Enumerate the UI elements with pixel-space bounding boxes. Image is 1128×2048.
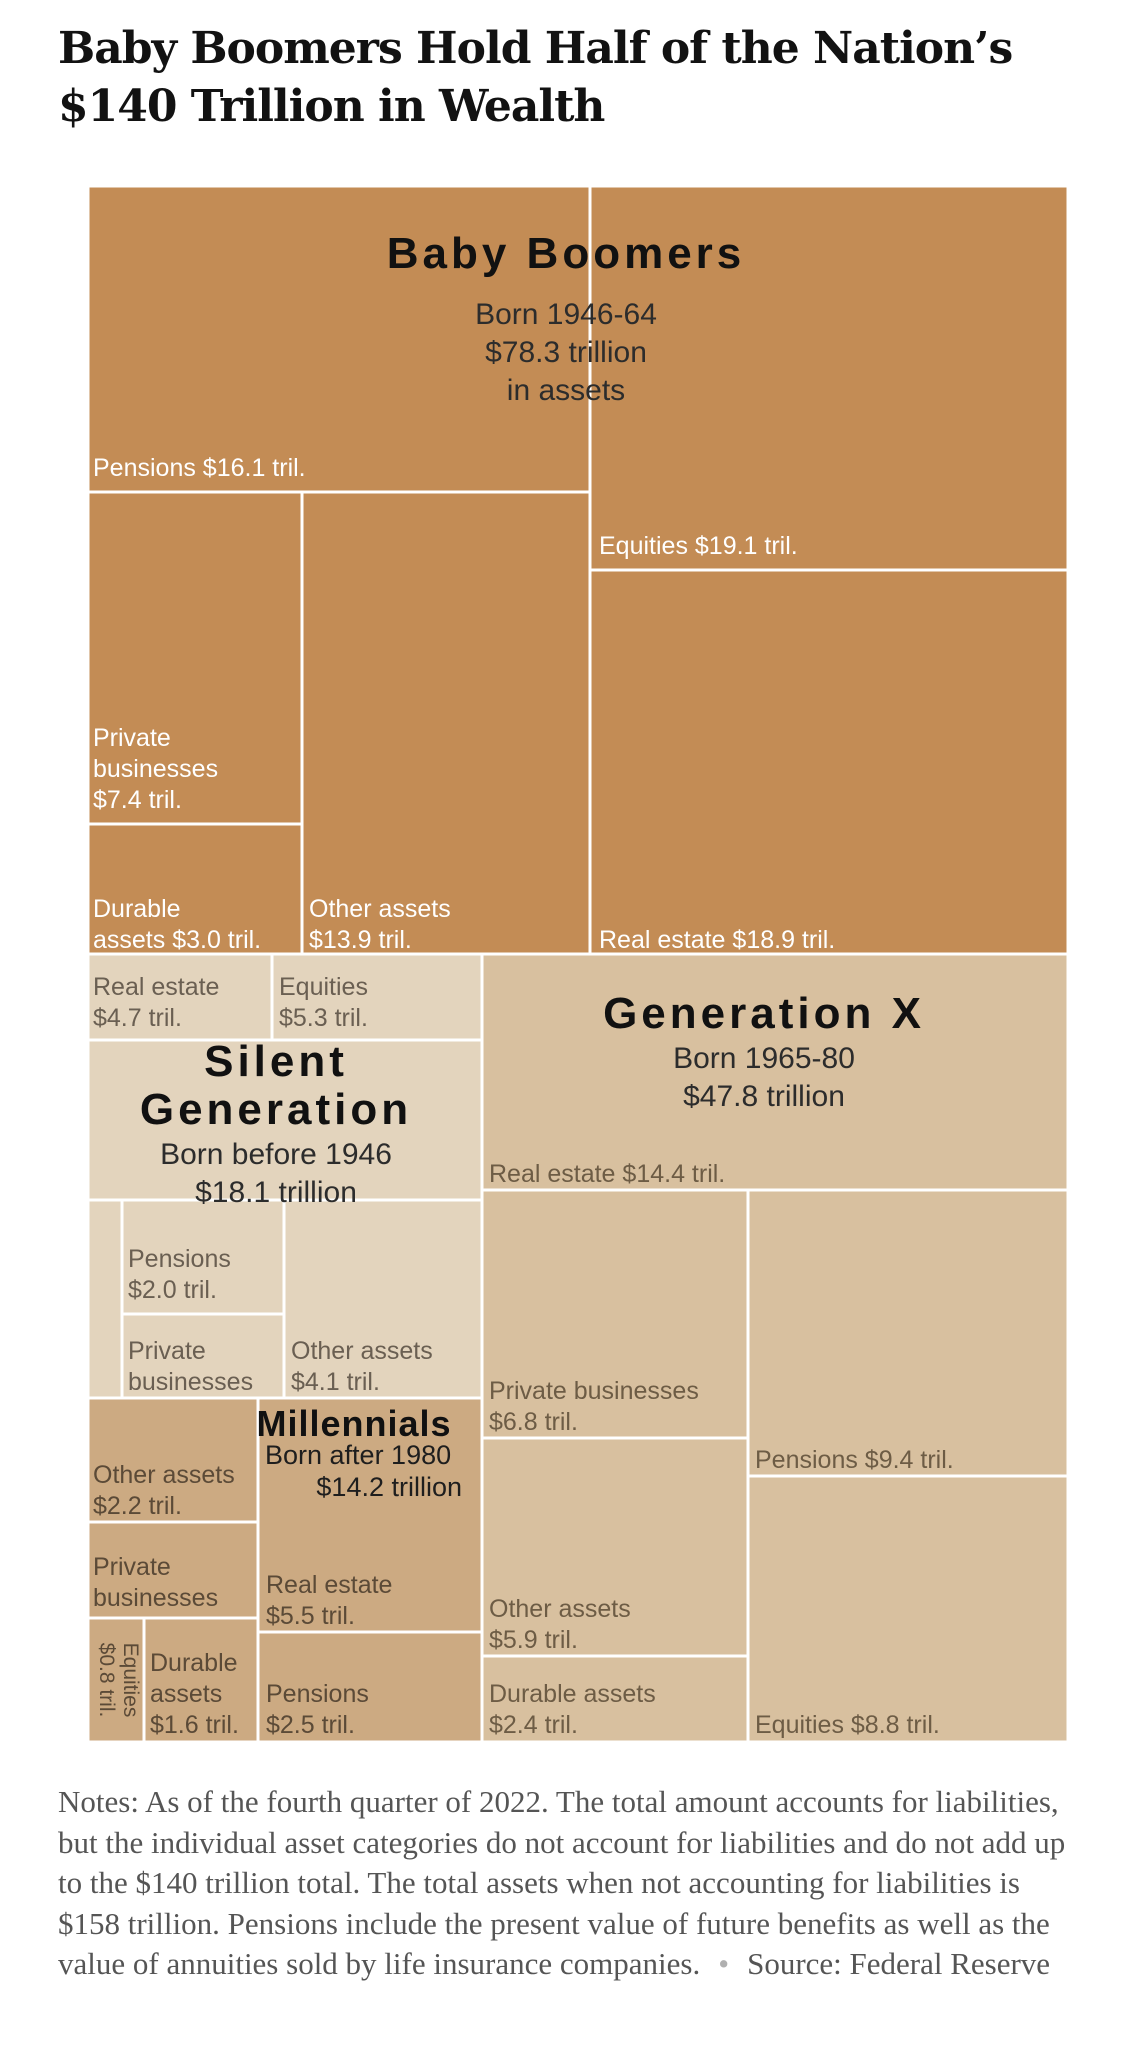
label-millennials-private-businesses: Private businesses [93, 1553, 218, 1612]
label-generation-x-real-estate: Real estate $14.4 tril. [489, 1160, 725, 1188]
cell-generation-x-private-businesses [480, 1188, 750, 1440]
label-generation-x-durable-assets: Durable assets $2.4 tril. [489, 1680, 656, 1739]
cell-baby-boomers-equities [588, 184, 1070, 572]
group-subtitle-silent-generation: Born before 1946 $18.1 trillion [160, 1138, 392, 1209]
label-baby-boomers-durable-assets: Durable assets $3.0 tril. [93, 895, 261, 954]
label-millennials-durable-assets: Durable assets $1.6 tril. [150, 1649, 239, 1739]
cell-silent-generation-pensions [120, 1198, 286, 1316]
label-millennials-equities: Equities$0.8 tril. [95, 1643, 142, 1718]
label-generation-x-other-assets: Other assets $5.9 tril. [489, 1595, 631, 1654]
cell-baby-boomers-real-estate [588, 568, 1070, 956]
label-silent-generation-other-assets: Other assets $4.1 tril. [291, 1337, 433, 1396]
label-silent-generation-equities: Equities $5.3 tril. [279, 973, 368, 1032]
label-baby-boomers-private-businesses: Private businesses $7.4 tril. [93, 724, 218, 814]
cell-silent-generation-private-businesses [120, 1312, 286, 1400]
group-born-millennials: Born after 1980 [265, 1440, 451, 1470]
label-millennials-other-assets: Other assets $2.2 tril. [93, 1461, 235, 1520]
chart-title: Baby Boomers Hold Half of the Nation’s $… [58, 23, 1013, 132]
group-title-generation-x: Generation X [603, 989, 925, 1038]
label-millennials-pensions: Pensions $2.5 tril. [266, 1680, 369, 1739]
cell-millennials-equities [86, 1616, 146, 1744]
group-title-baby-boomers: Baby Boomers [387, 229, 746, 278]
group-title-silent-generation: Silent Generation [140, 1037, 412, 1134]
cell-baby-boomers-other-assets [300, 490, 592, 956]
group-subtitle-generation-x: Born 1965-80 $47.8 trillion [673, 1042, 855, 1113]
cell-generation-x-other-assets [480, 1436, 750, 1658]
group-subtitle-baby-boomers: Born 1946-64 $78.3 trillion in assets [475, 298, 657, 407]
cell-generation-x-pensions [746, 1188, 1070, 1478]
cell-silent-generation-extra [86, 1198, 124, 1400]
cell-millennials-real-estate [256, 1396, 484, 1634]
label-generation-x-pensions: Pensions $9.4 tril. [755, 1446, 954, 1474]
cell-generation-x-durable-assets [480, 1654, 750, 1744]
label-silent-generation-real-estate: Real estate $4.7 tril. [93, 973, 219, 1032]
treemap-chart: Pensions $16.1 tril. Private businesses $7.… [86, 184, 1070, 1744]
notes: Notes: As of the fourth quarter of 2022.… [58, 1782, 1088, 1985]
cell-silent-generation-real-estate [86, 952, 274, 1042]
silent-title-area [90, 1042, 480, 1198]
group-total-millennials: $14.2 trillion [316, 1472, 462, 1502]
label-baby-boomers-real-estate: Real estate $18.9 tril. [599, 926, 835, 954]
cell-baby-boomers-durable-assets [86, 822, 304, 956]
label-silent-generation-private-businesses: Private businesses [128, 1337, 253, 1396]
label-generation-x-equities: Equities $8.8 tril. [755, 1711, 940, 1739]
notes-text: Notes: As of the fourth quarter of 2022.… [58, 1784, 1066, 1981]
source-text: Source: Federal Reserve [747, 1946, 1051, 1981]
label-millennials-real-estate: Real estate $5.5 tril. [266, 1571, 392, 1630]
label-generation-x-private-businesses: Private businesses $6.8 tril. [489, 1377, 699, 1436]
label-baby-boomers-other-assets: Other assets $13.9 tril. [309, 895, 451, 954]
label-baby-boomers-equities: Equities $19.1 tril. [599, 532, 798, 560]
cell-generation-x-equities [746, 1474, 1070, 1744]
separator-dot: • [718, 1946, 730, 1981]
label-silent-generation-pensions: Pensions $2.0 tril. [128, 1245, 231, 1304]
label-baby-boomers-pensions: Pensions $16.1 tril. [93, 454, 306, 482]
cell-generation-x-real-estate [480, 952, 1070, 1192]
group-title-millennials: Millennials [256, 1403, 451, 1444]
cell-millennials-pensions [256, 1630, 484, 1744]
cell-millennials-other-assets [86, 1396, 260, 1524]
